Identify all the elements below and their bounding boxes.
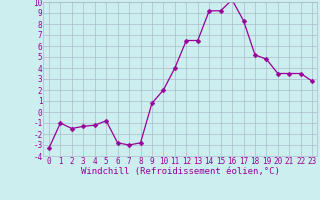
X-axis label: Windchill (Refroidissement éolien,°C): Windchill (Refroidissement éolien,°C) [81, 167, 279, 176]
